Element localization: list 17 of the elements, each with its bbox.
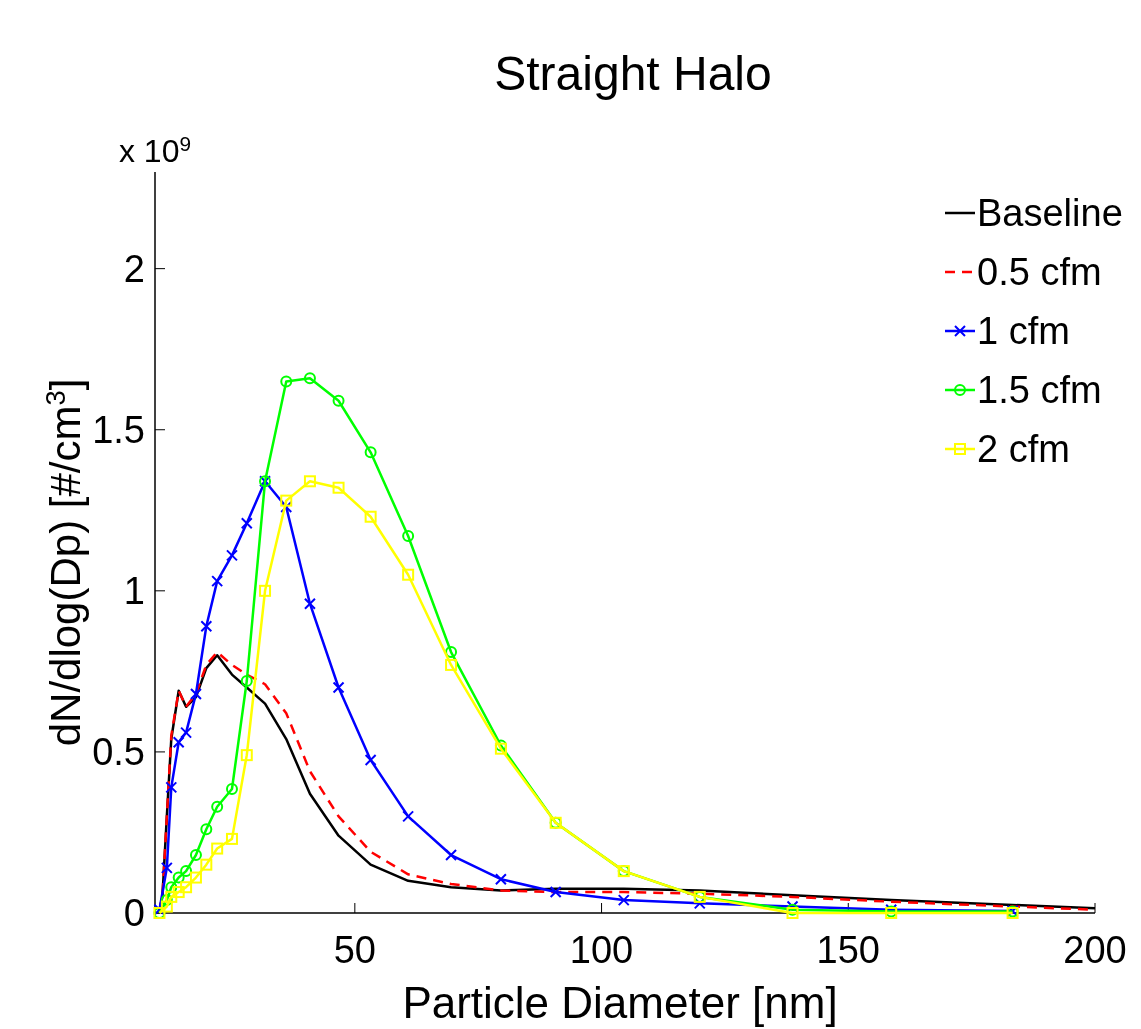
y-tick-label: 0.5 [92,730,145,773]
x-tick-label: 150 [816,929,880,971]
x-tick-label: 50 [333,929,376,971]
legend-label: 2 cfm [977,428,1070,470]
y-tick-label: 0 [123,892,145,934]
y-tick-label: 1 [123,569,145,612]
y-tick-label: 1.5 [92,408,145,451]
x-tick-label: 200 [1063,929,1127,971]
legend-label: Baseline [977,192,1123,234]
chart-title: Straight Halo [494,47,772,100]
y-tick-label: 2 [123,247,145,290]
legend-label: 1.5 cfm [977,369,1102,411]
legend-label: 0.5 cfm [977,251,1102,293]
legend-label: 1 cfm [977,310,1070,352]
x-tick-label: 100 [569,929,634,971]
text: x 10$^{9}$ [118,131,192,169]
x-axis-title: Particle Diameter [nm] [402,978,838,1027]
